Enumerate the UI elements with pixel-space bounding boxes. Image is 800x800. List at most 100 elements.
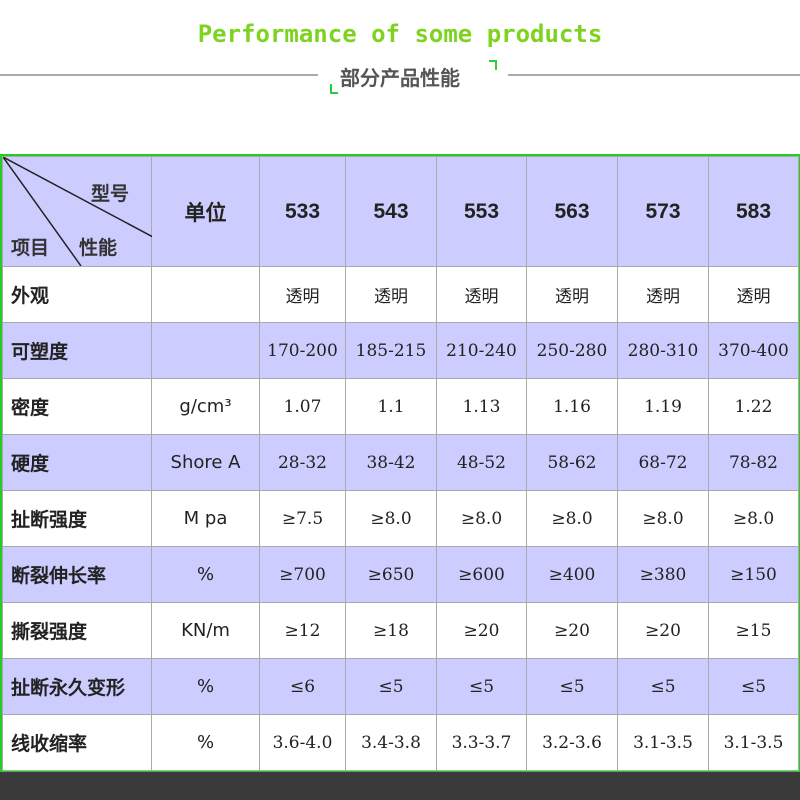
- row-label: 线收缩率: [2, 714, 152, 771]
- value-cell: 38-42: [345, 434, 437, 491]
- value-cell: 78-82: [708, 434, 799, 491]
- table-row: 外观 透明 透明 透明 透明 透明 透明: [2, 266, 799, 323]
- model-header: 533: [259, 156, 346, 267]
- value-cell: 170-200: [259, 322, 346, 379]
- row-label: 硬度: [2, 434, 152, 491]
- row-unit: M pa: [151, 490, 260, 547]
- value-cell: ≥7.5: [259, 490, 346, 547]
- row-unit: [151, 266, 260, 323]
- value-cell: ≤5: [345, 658, 437, 715]
- model-header: 573: [617, 156, 709, 267]
- value-cell: ≥18: [345, 602, 437, 659]
- model-header: 563: [526, 156, 618, 267]
- unit-header: 单位: [151, 156, 260, 267]
- value-cell: 1.22: [708, 378, 799, 435]
- value-cell: ≤6: [259, 658, 346, 715]
- row-label: 外观: [2, 266, 152, 323]
- value-cell: ≥8.0: [708, 490, 799, 547]
- value-cell: 250-280: [526, 322, 618, 379]
- value-cell: ≥20: [617, 602, 709, 659]
- row-label: 断裂伸长率: [2, 546, 152, 603]
- value-cell: 透明: [259, 266, 346, 323]
- value-cell: 210-240: [436, 322, 527, 379]
- value-cell: ≥8.0: [345, 490, 437, 547]
- value-cell: ≥150: [708, 546, 799, 603]
- row-unit: %: [151, 658, 260, 715]
- corner-model-label: 型号: [91, 183, 130, 205]
- dark-footer-band: [0, 772, 800, 800]
- value-cell: ≥600: [436, 546, 527, 603]
- value-cell: 1.16: [526, 378, 618, 435]
- value-cell: 3.1-3.5: [708, 714, 799, 771]
- value-cell: ≥650: [345, 546, 437, 603]
- row-label: 密度: [2, 378, 152, 435]
- corner-item-label: 项目: [11, 237, 50, 259]
- value-cell: 58-62: [526, 434, 618, 491]
- row-label: 扯断强度: [2, 490, 152, 547]
- table-row: 可塑度 170-200 185-215 210-240 250-280 280-310 37…: [2, 322, 799, 379]
- value-cell: ≤5: [708, 658, 799, 715]
- value-cell: ≥15: [708, 602, 799, 659]
- table-row: 扯断强度 M pa ≥7.5 ≥8.0 ≥8.0 ≥8.0 ≥8.0 ≥8.0: [2, 490, 799, 547]
- table-row: 线收缩率% 3.6-4.0 3.4-3.8 3.3-3.7 3.2-3.6 3.1-3.5…: [2, 714, 799, 771]
- value-cell: ≤5: [436, 658, 527, 715]
- bracket-left-icon: [330, 84, 338, 94]
- value-cell: 280-310: [617, 322, 709, 379]
- row-unit: g/cm³: [151, 378, 260, 435]
- row-unit: [151, 322, 260, 379]
- value-cell: 3.4-3.8: [345, 714, 437, 771]
- divider-left: [0, 74, 318, 76]
- performance-table: 型号 性能 项目 单位 533 543 553 563 573 583 外观 透明 透明 透明透…: [0, 154, 800, 773]
- table-row: 扯断永久变形% ≤6 ≤5 ≤5 ≤5 ≤5 ≤5: [2, 658, 799, 715]
- value-cell: 透明: [345, 266, 437, 323]
- page-title: Performance of some products: [197, 20, 603, 48]
- value-cell: 68-72: [617, 434, 709, 491]
- value-cell: 透明: [436, 266, 527, 323]
- table-row: 撕裂强度 KN/m ≥12 ≥18 ≥20 ≥20 ≥20 ≥15: [2, 602, 799, 659]
- row-unit: Shore A: [151, 434, 260, 491]
- row-unit: KN/m: [151, 602, 260, 659]
- value-cell: 185-215: [345, 322, 437, 379]
- value-cell: 1.19: [617, 378, 709, 435]
- value-cell: ≥8.0: [526, 490, 618, 547]
- value-cell: 370-400: [708, 322, 799, 379]
- value-cell: ≤5: [526, 658, 618, 715]
- value-cell: 3.1-3.5: [617, 714, 709, 771]
- corner-property-label: 性能: [79, 237, 118, 259]
- row-label: 可塑度: [2, 322, 152, 379]
- value-cell: 透明: [526, 266, 618, 323]
- value-cell: ≥20: [526, 602, 618, 659]
- row-unit: %: [151, 714, 260, 771]
- header-row: 型号 性能 项目 单位 533 543 553 563 573 583: [2, 156, 799, 267]
- value-cell: 3.3-3.7: [436, 714, 527, 771]
- model-header: 553: [436, 156, 527, 267]
- page-subtitle: 部分产品性能: [340, 66, 460, 90]
- value-cell: ≤5: [617, 658, 709, 715]
- row-label: 撕裂强度: [2, 602, 152, 659]
- value-cell: 3.6-4.0: [259, 714, 346, 771]
- table-row: 硬度 Shore A 28-32 38-42 48-52 58-62 68-72 78-82: [2, 434, 799, 491]
- value-cell: 1.1: [345, 378, 437, 435]
- value-cell: 1.13: [436, 378, 527, 435]
- row-label: 扯断永久变形: [2, 658, 152, 715]
- value-cell: ≥12: [259, 602, 346, 659]
- value-cell: ≥20: [436, 602, 527, 659]
- table-row: 密度 g/cm³ 1.07 1.1 1.13 1.16 1.19 1.22: [2, 378, 799, 435]
- divider-right: [508, 74, 800, 76]
- corner-cell: 型号 性能 项目: [2, 156, 152, 267]
- value-cell: 透明: [708, 266, 799, 323]
- value-cell: 48-52: [436, 434, 527, 491]
- value-cell: 28-32: [259, 434, 346, 491]
- row-unit: %: [151, 546, 260, 603]
- value-cell: ≥380: [617, 546, 709, 603]
- bracket-right-icon: [489, 60, 497, 70]
- model-header: 583: [708, 156, 799, 267]
- table-row: 断裂伸长率% ≥700 ≥650 ≥600 ≥400 ≥380 ≥150: [2, 546, 799, 603]
- value-cell: ≥400: [526, 546, 618, 603]
- value-cell: 透明: [617, 266, 709, 323]
- value-cell: ≥8.0: [617, 490, 709, 547]
- value-cell: 1.07: [259, 378, 346, 435]
- value-cell: ≥8.0: [436, 490, 527, 547]
- model-header: 543: [345, 156, 437, 267]
- value-cell: 3.2-3.6: [526, 714, 618, 771]
